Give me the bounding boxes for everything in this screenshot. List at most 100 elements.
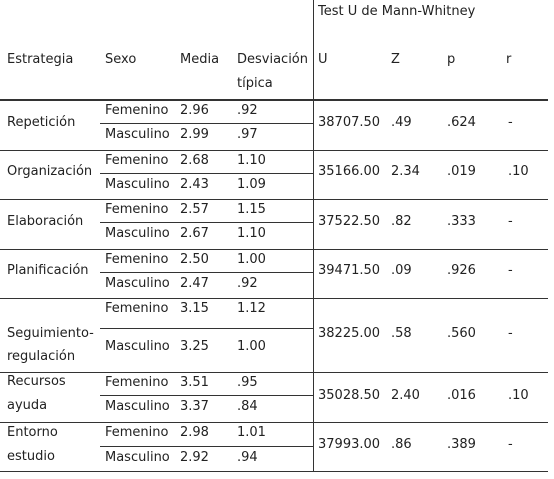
strategy-label: Seguimiento- <box>7 326 94 341</box>
mean-cell: 2.47 <box>180 276 209 291</box>
r-cell: - <box>508 326 513 341</box>
sd-cell: .97 <box>237 127 258 142</box>
p-cell: .333 <box>447 214 476 229</box>
sex-cell: Masculino <box>105 399 170 414</box>
mean-cell: 3.25 <box>180 339 209 354</box>
mean-cell: 2.50 <box>180 252 209 267</box>
group-separator <box>100 395 313 396</box>
header-strategy: Estrategia <box>7 52 74 67</box>
group-separator <box>100 123 313 124</box>
stats-divider <box>313 422 314 471</box>
z-cell: .58 <box>391 326 412 341</box>
z-cell: 2.34 <box>391 164 420 179</box>
mean-cell: 2.99 <box>180 127 209 142</box>
sd-cell: .94 <box>237 450 258 465</box>
strategy-label: Entorno <box>7 425 58 440</box>
sex-cell: Masculino <box>105 276 170 291</box>
sex-cell: Masculino <box>105 177 170 192</box>
r-cell: - <box>508 214 513 229</box>
group-separator <box>100 328 313 329</box>
z-cell: .49 <box>391 115 412 130</box>
header-divider-vertical <box>313 0 314 101</box>
mean-cell: 3.51 <box>180 375 209 390</box>
sd-cell: 1.15 <box>237 202 266 217</box>
sd-cell: .95 <box>237 375 258 390</box>
row-separator <box>0 422 548 423</box>
sd-cell: .92 <box>237 276 258 291</box>
r-cell: - <box>508 115 513 130</box>
group-separator <box>100 272 313 273</box>
p-cell: .019 <box>447 164 476 179</box>
u-cell: 38225.00 <box>318 326 381 341</box>
row-separator <box>0 249 548 250</box>
p-cell: .560 <box>447 326 476 341</box>
r-cell: .10 <box>508 388 529 403</box>
header-sex: Sexo <box>105 52 137 67</box>
p-cell: .624 <box>447 115 476 130</box>
header-p: p <box>447 52 456 67</box>
u-cell: 39471.50 <box>318 263 381 278</box>
strategy-label: Recursos <box>7 374 66 389</box>
sex-cell: Masculino <box>105 450 170 465</box>
strategy-label: Organización <box>7 164 93 179</box>
strategy-label: estudio <box>7 449 55 464</box>
table-bottom-rule <box>0 471 548 472</box>
mean-cell: 2.67 <box>180 226 209 241</box>
r-cell: - <box>508 437 513 452</box>
header-sd-line2: típica <box>237 76 273 91</box>
header-u: U <box>318 52 328 67</box>
mean-cell: 2.43 <box>180 177 209 192</box>
stats-divider <box>313 298 314 372</box>
u-cell: 37993.00 <box>318 437 381 452</box>
header-sd-line1: Desviación <box>237 52 309 67</box>
mean-cell: 3.37 <box>180 399 209 414</box>
stats-divider <box>313 100 314 150</box>
p-cell: .389 <box>447 437 476 452</box>
p-cell: .926 <box>447 263 476 278</box>
sex-cell: Masculino <box>105 226 170 241</box>
sex-cell: Femenino <box>105 202 169 217</box>
sd-cell: 1.00 <box>237 252 266 267</box>
mean-cell: 3.15 <box>180 301 209 316</box>
header-test-group: Test U de Mann-Whitney <box>318 4 476 19</box>
header-mean: Media <box>180 52 220 67</box>
row-separator <box>0 199 548 200</box>
sex-cell: Femenino <box>105 425 169 440</box>
strategy-label: Planificación <box>7 263 89 278</box>
sex-cell: Femenino <box>105 301 169 316</box>
group-separator <box>100 173 313 174</box>
sd-cell: .92 <box>237 103 258 118</box>
sd-cell: 1.00 <box>237 339 266 354</box>
z-cell: .82 <box>391 214 412 229</box>
strategy-label: regulación <box>7 349 76 364</box>
row-separator <box>0 150 548 151</box>
header-r: r <box>506 52 512 67</box>
header-rule <box>0 99 548 101</box>
u-cell: 37522.50 <box>318 214 381 229</box>
z-cell: 2.40 <box>391 388 420 403</box>
mean-cell: 2.68 <box>180 153 209 168</box>
stats-divider <box>313 199 314 249</box>
r-cell: - <box>508 263 513 278</box>
sex-cell: Femenino <box>105 252 169 267</box>
sex-cell: Masculino <box>105 127 170 142</box>
sd-cell: .84 <box>237 399 258 414</box>
group-separator <box>100 446 313 447</box>
sd-cell: 1.10 <box>237 226 266 241</box>
header-z: Z <box>391 52 400 67</box>
u-cell: 38707.50 <box>318 115 381 130</box>
u-cell: 35028.50 <box>318 388 381 403</box>
stats-divider <box>313 150 314 199</box>
stats-divider <box>313 249 314 298</box>
mean-cell: 2.98 <box>180 425 209 440</box>
strategy-label: Elaboración <box>7 214 84 229</box>
z-cell: .09 <box>391 263 412 278</box>
sd-cell: 1.12 <box>237 301 266 316</box>
row-separator <box>0 372 548 373</box>
z-cell: .86 <box>391 437 412 452</box>
mean-cell: 2.96 <box>180 103 209 118</box>
sex-cell: Masculino <box>105 339 170 354</box>
mean-cell: 2.57 <box>180 202 209 217</box>
mean-cell: 2.92 <box>180 450 209 465</box>
